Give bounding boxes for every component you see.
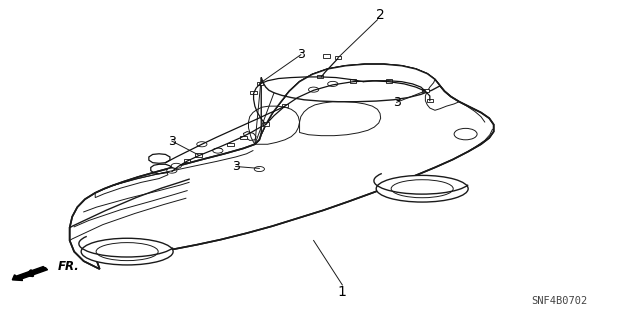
Circle shape [328, 81, 338, 86]
Bar [350, 79, 356, 83]
Circle shape [196, 142, 207, 147]
Bar [282, 104, 288, 107]
Bar [214, 148, 221, 152]
Bar [195, 153, 202, 157]
Circle shape [212, 148, 223, 153]
Polygon shape [70, 64, 493, 269]
Bar [184, 159, 190, 162]
Bar [386, 79, 392, 83]
Circle shape [254, 167, 264, 172]
Text: FR.: FR. [58, 260, 80, 273]
Bar [335, 56, 341, 59]
Circle shape [308, 87, 319, 92]
Bar [240, 136, 246, 139]
Bar [422, 89, 429, 93]
Circle shape [172, 163, 181, 168]
Circle shape [167, 168, 177, 173]
Text: 3: 3 [297, 48, 305, 61]
Text: 1: 1 [338, 285, 347, 299]
Bar [227, 143, 234, 146]
Bar [323, 54, 330, 57]
Ellipse shape [81, 238, 173, 265]
Ellipse shape [376, 175, 468, 202]
Text: SNF4B0702: SNF4B0702 [531, 296, 588, 306]
Bar [427, 99, 433, 102]
Text: 3: 3 [168, 135, 176, 148]
Text: 2: 2 [376, 8, 385, 22]
Bar [262, 122, 269, 125]
Bar [257, 82, 263, 85]
Polygon shape [261, 64, 440, 134]
Text: 3: 3 [232, 160, 239, 173]
Bar [250, 91, 257, 94]
FancyArrow shape [12, 267, 47, 280]
Bar [317, 75, 323, 78]
Text: 3: 3 [393, 96, 401, 109]
